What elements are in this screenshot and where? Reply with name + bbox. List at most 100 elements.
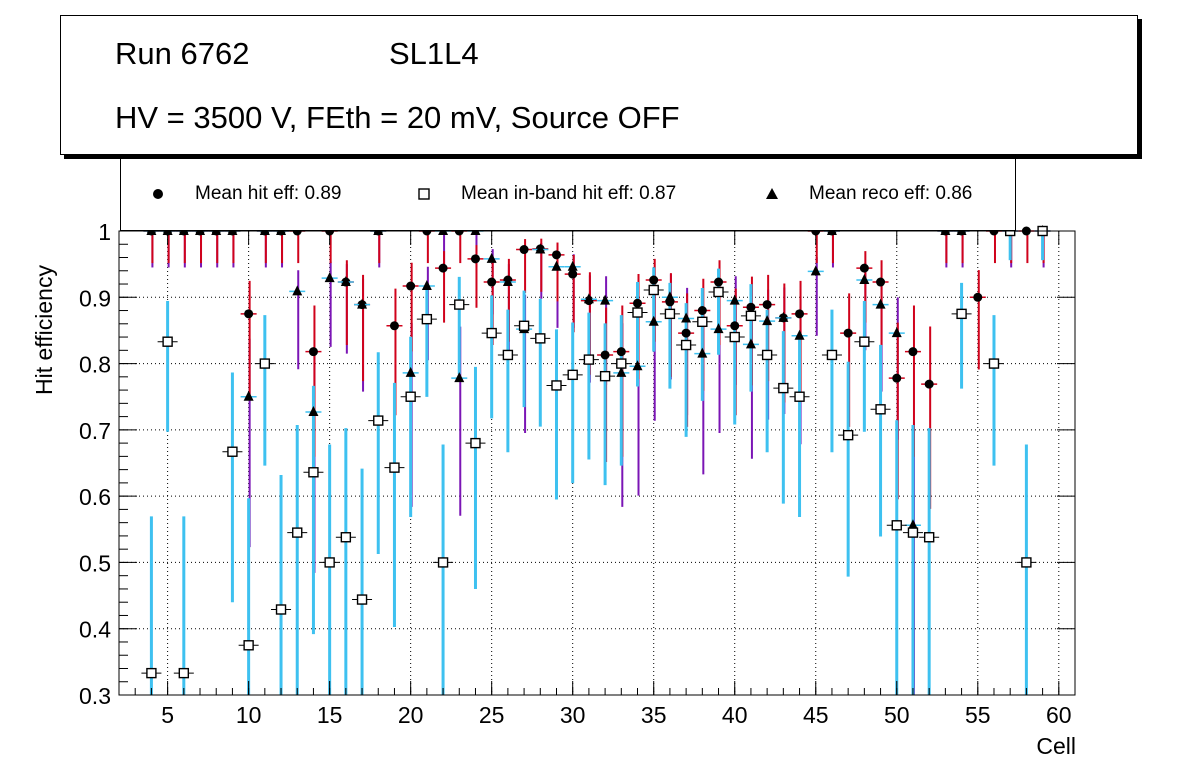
inband-marker bbox=[1021, 557, 1032, 568]
reco-marker bbox=[713, 323, 724, 334]
inband-marker bbox=[761, 349, 773, 361]
inband-marker bbox=[437, 557, 449, 568]
reco-marker bbox=[875, 298, 886, 309]
inband-marker bbox=[308, 467, 319, 478]
inband-marker bbox=[664, 308, 676, 320]
x-tick-label: 40 bbox=[722, 702, 748, 728]
reco-marker bbox=[292, 285, 303, 296]
hit-marker bbox=[697, 306, 707, 316]
plot-frame bbox=[118, 230, 1076, 696]
reco-marker bbox=[405, 366, 416, 377]
inband-marker bbox=[502, 349, 514, 361]
x-tick-label: 60 bbox=[1046, 702, 1072, 728]
y-tick-label: 0.4 bbox=[79, 617, 111, 643]
hit-marker bbox=[308, 347, 318, 357]
inband-marker bbox=[988, 358, 1000, 369]
hit-marker bbox=[406, 281, 416, 291]
inband-marker bbox=[616, 358, 627, 369]
x-tick-label: 10 bbox=[236, 702, 262, 728]
inband-marker bbox=[292, 527, 303, 538]
inband-marker bbox=[956, 308, 967, 320]
x-tick-label: 20 bbox=[398, 702, 424, 728]
reco-marker bbox=[308, 405, 319, 416]
inband-marker bbox=[259, 358, 271, 369]
inband-marker bbox=[518, 320, 530, 331]
hit-marker bbox=[519, 245, 529, 255]
hit-marker bbox=[892, 373, 902, 383]
reco-marker bbox=[745, 338, 756, 349]
hit-marker bbox=[876, 277, 886, 287]
reco-marker bbox=[907, 519, 918, 530]
inband-marker bbox=[178, 667, 190, 679]
reco-marker bbox=[729, 294, 740, 305]
reco-marker bbox=[794, 329, 805, 340]
run-conditions: HV = 3500 V, FEth = 20 mV, Source OFF bbox=[115, 100, 680, 135]
hit-marker bbox=[649, 275, 659, 285]
inband-marker bbox=[923, 532, 935, 543]
hit-marker bbox=[616, 347, 626, 357]
inband-marker bbox=[648, 284, 659, 296]
reco-marker bbox=[551, 260, 562, 271]
reco-marker bbox=[664, 291, 675, 302]
reco-marker bbox=[486, 252, 497, 263]
hit-marker bbox=[908, 347, 918, 357]
inband-marker bbox=[907, 527, 919, 538]
x-tick-label: 45 bbox=[803, 702, 829, 728]
inband-marker bbox=[778, 382, 789, 394]
reco-marker bbox=[454, 372, 465, 383]
inband-marker bbox=[551, 380, 562, 391]
inband-marker bbox=[405, 391, 416, 402]
reco-marker bbox=[600, 294, 611, 305]
inband-marker bbox=[324, 557, 335, 568]
x-tick-label: 15 bbox=[317, 702, 343, 728]
hit-marker bbox=[762, 300, 772, 310]
y-tick-label: 0.7 bbox=[79, 418, 111, 444]
inband-marker bbox=[454, 299, 465, 310]
superlayer-label: SL1L4 bbox=[389, 36, 479, 71]
inband-marker bbox=[632, 307, 643, 318]
x-tick-label: 55 bbox=[965, 702, 991, 728]
inband-marker bbox=[243, 640, 254, 651]
y-tick-label: 0.6 bbox=[79, 484, 111, 510]
inband-marker bbox=[842, 429, 854, 441]
inband-marker bbox=[891, 520, 902, 531]
inband-marker bbox=[146, 667, 157, 679]
hit-marker bbox=[389, 321, 399, 331]
inband-marker bbox=[729, 331, 740, 343]
hit-marker bbox=[551, 250, 561, 260]
reco-marker bbox=[421, 280, 432, 291]
inband-marker bbox=[535, 333, 546, 344]
hit-marker bbox=[244, 309, 254, 319]
hit-marker bbox=[681, 328, 691, 338]
hit-marker bbox=[730, 321, 740, 331]
x-tick-label: 25 bbox=[479, 702, 505, 728]
y-tick-label: 0.8 bbox=[79, 352, 111, 378]
y-axis-label: Hit efficiency bbox=[31, 265, 57, 395]
title-box: Run 6762 SL1L4 HV = 3500 V, FEth = 20 mV… bbox=[60, 15, 1138, 155]
inband-marker bbox=[227, 446, 238, 457]
reco-marker bbox=[535, 243, 546, 254]
legend-reco-label: Mean reco eff: 0.86 bbox=[809, 183, 973, 204]
reco-marker bbox=[891, 327, 902, 338]
inband-marker bbox=[567, 369, 578, 381]
legend-hit-marker-icon bbox=[153, 189, 163, 199]
reco-marker bbox=[762, 315, 773, 326]
hit-marker bbox=[746, 302, 756, 312]
y-tick-label: 1 bbox=[98, 219, 111, 245]
hit-marker bbox=[600, 350, 610, 360]
inband-marker bbox=[486, 327, 497, 339]
inband-marker bbox=[713, 286, 724, 298]
reco-marker bbox=[810, 265, 821, 276]
hit-marker bbox=[795, 309, 805, 319]
x-tick-label: 5 bbox=[161, 702, 174, 728]
inband-marker bbox=[162, 336, 173, 347]
reco-marker bbox=[648, 315, 659, 326]
x-axis-label: Cell bbox=[1036, 733, 1076, 759]
reco-marker bbox=[502, 276, 513, 287]
reco-marker bbox=[778, 311, 789, 322]
inband-marker bbox=[340, 532, 352, 543]
inband-marker bbox=[599, 370, 611, 382]
reco-marker bbox=[681, 312, 692, 323]
hit-marker bbox=[487, 277, 497, 287]
inband-marker bbox=[356, 594, 368, 605]
